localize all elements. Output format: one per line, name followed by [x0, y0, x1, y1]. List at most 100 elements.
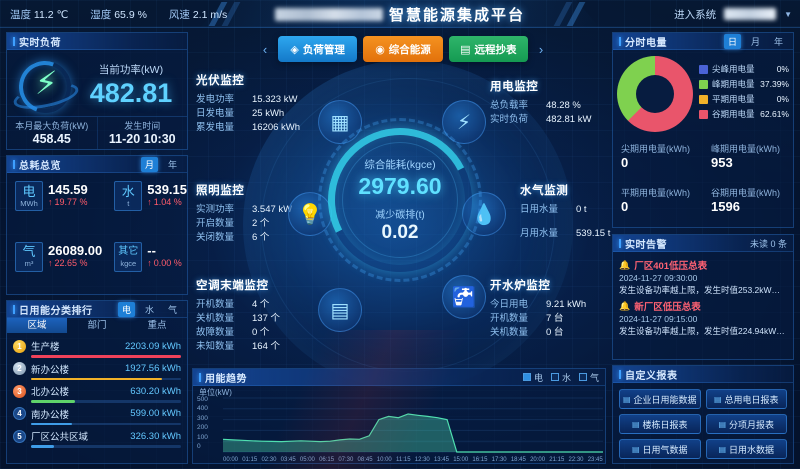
- x-tick: 13:45: [433, 457, 449, 463]
- x-tick: 15:00: [453, 457, 469, 463]
- list-item[interactable]: 2 新办公楼 1927.56 kWh: [13, 362, 181, 380]
- period-tabs: 日 月 年: [723, 33, 787, 49]
- tab-electricity[interactable]: 电: [117, 301, 135, 317]
- chevron-right-icon[interactable]: ›: [538, 41, 544, 57]
- tab-water[interactable]: 水: [144, 304, 154, 315]
- rank-name: 北办公楼: [31, 387, 70, 398]
- boiler-row: 关机数量 0 台: [490, 326, 620, 340]
- x-tick: 08:45: [357, 457, 373, 463]
- remote-meter-icon: ▤: [460, 43, 471, 56]
- list-item[interactable]: 🔔 新厂区低压总表 2024-11-27 09:15:00 发生设备功率越上限，…: [619, 299, 787, 337]
- checkbox-icon[interactable]: [550, 373, 559, 381]
- report-button-subitem-monthly[interactable]: ▤ 分项月报表: [705, 414, 787, 434]
- tab-year[interactable]: 年: [773, 36, 783, 47]
- accent-bar-icon: [13, 36, 15, 46]
- overview-item-gas: 气 m³ 26089.00 ↑ 22.65 %: [7, 234, 106, 295]
- tab-day[interactable]: 日: [723, 33, 741, 49]
- report-button-enterprise-daily[interactable]: ▤ 企业日用能数据: [619, 389, 701, 409]
- panel-energy-trend: 用能趋势 电 水 气 单位(kW) 500 400 300 200 100 0: [192, 368, 606, 464]
- panel-daily-ranking: 日用能分类排行 电 水 气 区域 部门 重点 1 生产楼 2203.09 kWh…: [6, 300, 188, 464]
- toggle-gas[interactable]: 气: [578, 371, 599, 384]
- list-item[interactable]: 4 南办公楼 599.00 kWh: [13, 407, 181, 425]
- overview-value: 539.15: [147, 182, 187, 197]
- x-tick: 05:00: [299, 457, 315, 463]
- hvac-row: 开机数量 4 个: [196, 298, 316, 312]
- row-key: 实时负荷: [490, 114, 529, 125]
- monthly-max-load: 本月最大负荷(kW) 458.45: [7, 117, 97, 149]
- overview-values: 539.15 ↑ 1.04 %: [147, 181, 187, 230]
- x-tick: 17:30: [491, 457, 507, 463]
- row-key: 故障数量: [196, 327, 235, 338]
- weather-temperature-value: 11.2 ℃: [33, 8, 69, 21]
- list-item[interactable]: 5 厂区公共区域 326.30 kWh: [13, 429, 181, 448]
- row-key: 开机数量: [196, 299, 235, 310]
- occurrence-time-value: 11-20 10:30: [108, 132, 176, 146]
- toggle-water[interactable]: 水: [550, 371, 571, 384]
- realtime-load-main: ⚡ 当前功率(kW) 482.81: [7, 50, 187, 122]
- list-item[interactable]: 1 生产楼 2203.09 kWh: [13, 339, 181, 358]
- tab-remote-meter-reading[interactable]: ▤ 远程抄表: [448, 36, 528, 62]
- arrow-up-icon: ↑: [147, 257, 152, 268]
- tab-label: 远程抄表: [474, 43, 517, 56]
- toggle-label: 电: [533, 372, 543, 383]
- enter-system-area[interactable]: 进入系统 ▼: [674, 0, 792, 28]
- row-value: 164 个: [252, 341, 280, 352]
- tab-area[interactable]: 区域: [7, 318, 67, 333]
- accent-bar-icon: [13, 159, 15, 169]
- rank-bar-track: [31, 400, 181, 403]
- chevron-left-icon[interactable]: ‹: [262, 41, 268, 57]
- monthly-max-load-value: 458.45: [32, 132, 71, 146]
- panel-title: 日用能分类排行: [19, 305, 93, 317]
- panel-realtime-load: 实时负荷 ⚡ 当前功率(kW) 482.81 本月最大负荷(kW) 458.45…: [6, 32, 188, 150]
- enter-system-link[interactable]: 进入系统: [674, 8, 717, 21]
- info-block-lighting: 照明监控 实测功率 3.547 kW 开启数量 2 个 关闭数量 6 个: [196, 182, 316, 245]
- report-button-building-daily[interactable]: ▤ 楼栋日报表: [619, 414, 701, 434]
- row-value: 16206 kWh: [252, 122, 301, 133]
- report-button-daily-water[interactable]: ▤ 日用水数据: [705, 439, 787, 459]
- alarm-list: 🔔 厂区401低压总表 2024-11-27 09:30:00 发生设备功率越上…: [613, 252, 793, 337]
- chart-y-axis: 500 400 300 200 100 0: [197, 396, 208, 450]
- row-key: 发电功率: [196, 94, 235, 105]
- total-overview-grid: 电 MWh 145.59 ↑ 19.77 % 水 t 539.15 ↑ 1.04: [7, 173, 187, 294]
- tab-integrated-energy[interactable]: ◉ 综合能源: [363, 36, 443, 62]
- weather-wind-value: 2.1 m/s: [192, 8, 228, 21]
- x-tick: 11:15: [395, 457, 411, 463]
- tou-cell-valley: 谷期用电量(kWh) 1596: [703, 182, 793, 226]
- list-item[interactable]: 🔔 厂区401低压总表 2024-11-27 09:30:00 发生设备功率越上…: [619, 258, 787, 296]
- current-power-label: 当前功率(kW): [98, 63, 164, 76]
- list-item-line: 3 北办公楼 630.20 kWh: [13, 384, 181, 398]
- icon-char: 其它: [118, 246, 139, 257]
- tab-month[interactable]: 月: [750, 36, 760, 47]
- accent-bar-icon: [13, 304, 15, 314]
- tou-value-grid: 尖期用电量(kWh) 0 峰期用电量(kWh) 953 平期用电量(kWh) 0…: [613, 138, 793, 226]
- tab-gas[interactable]: 气: [167, 304, 177, 315]
- toggle-electricity[interactable]: 电: [522, 371, 543, 384]
- chevron-down-icon[interactable]: ▼: [784, 9, 792, 19]
- x-tick: 06:15: [319, 457, 335, 463]
- report-button-daily-gas[interactable]: ▤ 日用气数据: [619, 439, 701, 459]
- report-button-grid: ▤ 企业日用能数据 ▤ 总用电日报表 ▤ 楼栋日报表 ▤ 分项月报表 ▤ 日用气…: [613, 383, 793, 465]
- boiler-title: 开水炉监控: [490, 280, 551, 292]
- row-value: 2 个: [252, 218, 270, 229]
- checkbox-icon[interactable]: [522, 373, 531, 381]
- checkbox-icon[interactable]: [578, 373, 587, 381]
- row-key: 月用水量: [520, 228, 559, 239]
- arrow-up-icon: ↑: [48, 257, 53, 268]
- report-button-total-electricity-daily[interactable]: ▤ 总用电日报表: [705, 389, 787, 409]
- panel-header: 分时电量 日 月 年: [613, 33, 793, 50]
- tab-month[interactable]: 月: [140, 156, 158, 172]
- tab-load-management[interactable]: ◈ 负荷管理: [278, 36, 358, 62]
- legend-item: 谷期用电量 62.61%: [699, 107, 789, 122]
- list-item-line: 2 新办公楼 1927.56 kWh: [13, 362, 181, 376]
- panel-custom-reports: 自定义报表 ▤ 企业日用能数据 ▤ 总用电日报表 ▤ 楼栋日报表 ▤ 分项月报表…: [612, 365, 794, 464]
- panel-header: 总耗总览 月 年: [7, 156, 187, 173]
- row-key: 未知数量: [196, 341, 235, 352]
- tab-year[interactable]: 年: [167, 159, 177, 170]
- tab-key[interactable]: 重点: [147, 320, 167, 331]
- row-value: 25 kWh: [252, 108, 285, 119]
- tab-department[interactable]: 部门: [87, 320, 107, 331]
- list-item[interactable]: 3 北办公楼 630.20 kWh: [13, 384, 181, 403]
- panel-header: 日用能分类排行 电 水 气: [7, 301, 187, 318]
- info-block-hvac: 空调末端监控 开机数量 4 个 关机数量 137 个 故障数量 0 个 未知数量 164…: [196, 277, 316, 354]
- alarm-description: 发生设备功率越上限，发生时值253.2kW，…: [619, 285, 787, 295]
